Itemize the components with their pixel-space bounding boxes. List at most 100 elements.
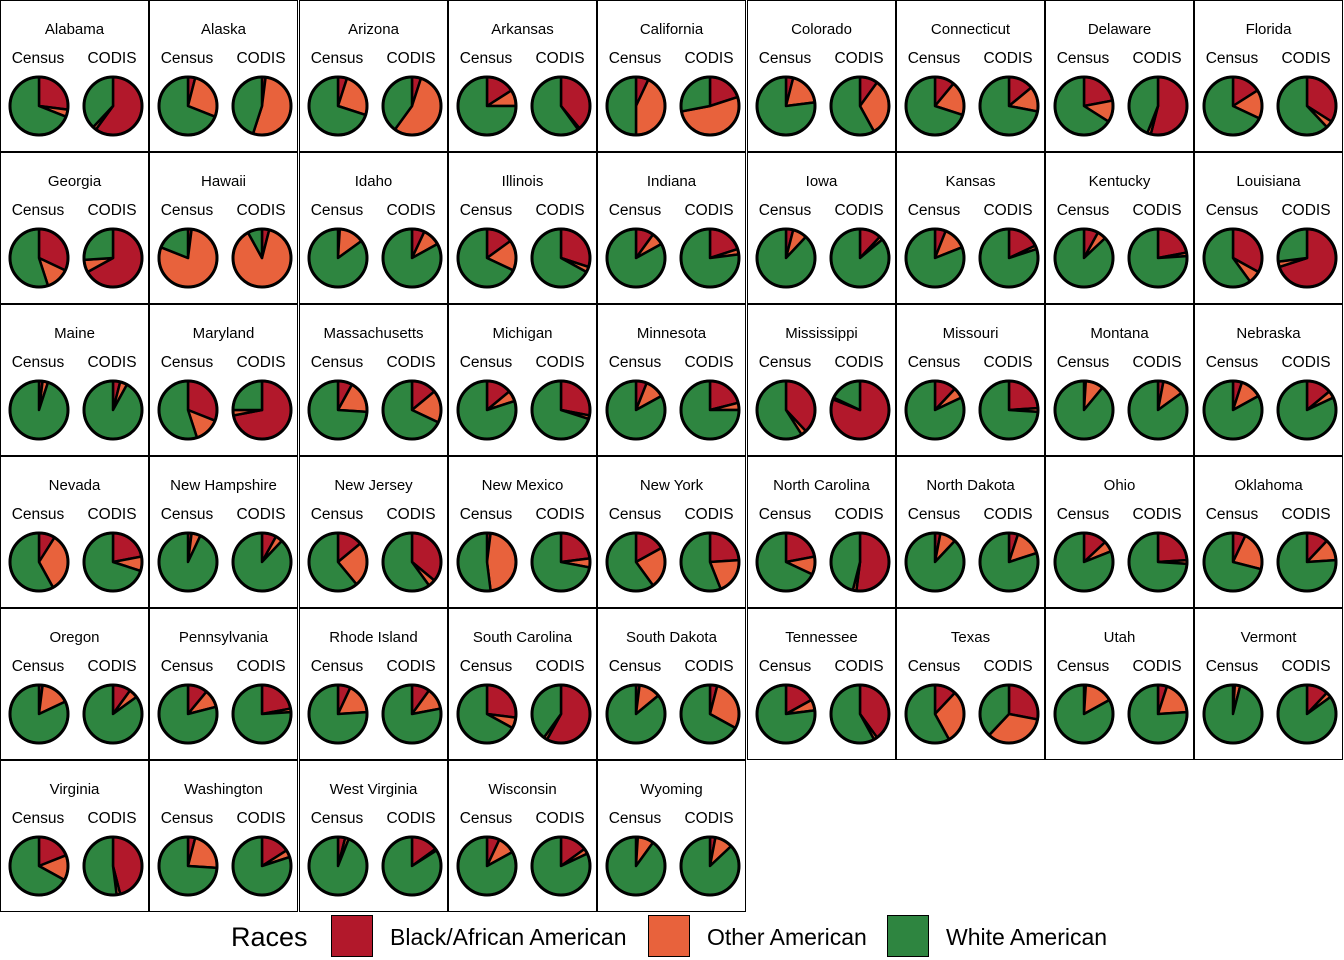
pie-outline — [530, 75, 592, 137]
pie-outline — [307, 227, 369, 289]
census-pie — [904, 683, 966, 745]
pie-outline — [456, 75, 518, 137]
pie-outline — [829, 683, 891, 745]
census-label: Census — [907, 506, 961, 523]
pie-outline — [307, 683, 369, 745]
census-label: Census — [160, 658, 214, 675]
census-label: Census — [907, 50, 961, 67]
census-pie — [456, 75, 518, 137]
state-panel: North Carolina Census CODIS — [747, 456, 896, 608]
codis-label: CODIS — [684, 354, 734, 371]
codis-pie — [978, 75, 1040, 137]
census-label: Census — [907, 354, 961, 371]
census-pie — [605, 683, 667, 745]
pie-outline — [679, 227, 741, 289]
census-pie — [456, 531, 518, 593]
codis-label: CODIS — [386, 810, 436, 827]
census-label: Census — [758, 354, 812, 371]
census-pie — [307, 227, 369, 289]
pie-outline — [829, 379, 891, 441]
legend: Races Black/African American Other Ameri… — [0, 912, 1344, 960]
state-panel: Washington Census CODIS — [149, 760, 298, 912]
census-pie — [307, 683, 369, 745]
codis-pie — [679, 835, 741, 897]
census-label: Census — [608, 810, 662, 827]
pie-outline — [8, 227, 70, 289]
census-pie — [1202, 227, 1264, 289]
pie-outline — [456, 227, 518, 289]
state-name: Kansas — [945, 173, 996, 190]
pie-outline — [904, 227, 966, 289]
census-label: Census — [160, 50, 214, 67]
state-name: Oregon — [49, 629, 100, 646]
state-panel: Nebraska Census CODIS — [1194, 304, 1343, 456]
codis-pie — [829, 75, 891, 137]
codis-pie — [679, 227, 741, 289]
state-panel: South Carolina Census CODIS — [448, 608, 597, 760]
codis-label: CODIS — [834, 506, 884, 523]
codis-label: CODIS — [983, 506, 1033, 523]
pie-outline — [530, 683, 592, 745]
pie-outline — [605, 75, 667, 137]
pie-outline — [1276, 531, 1338, 593]
state-name: South Dakota — [626, 629, 717, 646]
pie-outline — [381, 75, 443, 137]
state-name: North Carolina — [773, 477, 870, 494]
pie-outline — [307, 379, 369, 441]
census-pie — [904, 75, 966, 137]
census-pie — [8, 683, 70, 745]
pie-outline — [456, 531, 518, 593]
census-label: Census — [11, 50, 65, 67]
census-label: Census — [310, 202, 364, 219]
codis-pie — [679, 75, 741, 137]
pie-outline — [605, 683, 667, 745]
pie-slice-white — [82, 835, 118, 897]
state-panel: Connecticut Census CODIS — [896, 0, 1045, 152]
pie-outline — [8, 683, 70, 745]
pie-outline — [755, 75, 817, 137]
census-label: Census — [459, 50, 513, 67]
state-name: New Hampshire — [170, 477, 277, 494]
pie-outline — [978, 683, 1040, 745]
codis-label: CODIS — [87, 658, 137, 675]
census-pie — [1053, 683, 1115, 745]
census-label: Census — [310, 658, 364, 675]
codis-pie — [381, 531, 443, 593]
pie-outline — [530, 531, 592, 593]
state-name: Iowa — [805, 173, 838, 190]
codis-pie — [1127, 531, 1189, 593]
census-pie — [605, 531, 667, 593]
pie-outline — [978, 75, 1040, 137]
state-panel: New York Census CODIS — [597, 456, 746, 608]
census-label: Census — [758, 506, 812, 523]
codis-label: CODIS — [684, 506, 734, 523]
state-panel: Massachusetts Census CODIS — [299, 304, 448, 456]
pie-slice-white — [605, 75, 638, 137]
codis-label: CODIS — [535, 658, 585, 675]
state-name: Pennsylvania — [178, 629, 269, 646]
pie-outline — [82, 531, 144, 593]
pie-outline — [307, 835, 369, 897]
codis-pie — [1127, 227, 1189, 289]
state-panel: Maryland Census CODIS — [149, 304, 298, 456]
legend-swatch-other — [648, 915, 690, 957]
state-name: Illinois — [501, 173, 544, 190]
census-label: Census — [1056, 354, 1110, 371]
state-panel: Indiana Census CODIS — [597, 152, 746, 304]
pie-outline — [82, 75, 144, 137]
census-label: Census — [1056, 506, 1110, 523]
state-name: Alabama — [44, 21, 105, 38]
state-panel: Utah Census CODIS — [1045, 608, 1194, 760]
census-label: Census — [758, 202, 812, 219]
pie-outline — [381, 683, 443, 745]
state-name: Tennessee — [785, 629, 858, 646]
state-panel: Virginia Census CODIS — [0, 760, 149, 912]
state-name: Florida — [1245, 21, 1292, 38]
census-label: Census — [11, 810, 65, 827]
state-panel: Michigan Census CODIS — [448, 304, 597, 456]
codis-pie — [82, 835, 144, 897]
codis-pie — [231, 683, 293, 745]
pie-outline — [1202, 75, 1264, 137]
pie-outline — [8, 75, 70, 137]
census-pie — [456, 227, 518, 289]
